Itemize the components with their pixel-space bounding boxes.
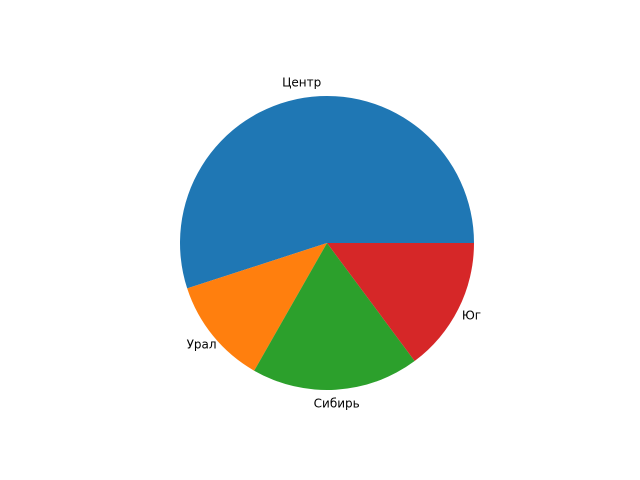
- pie-label-3: Сибирь: [313, 396, 360, 411]
- pie-slice-3[interactable]: [254, 243, 415, 390]
- pie-label-1: Центр: [282, 75, 322, 90]
- pie-slice-1[interactable]: [179, 95, 474, 289]
- pie-slice-4[interactable]: [327, 243, 474, 362]
- pie-wedge-group: [179, 95, 474, 390]
- pie-label-2: Урал: [186, 337, 217, 352]
- pie-label-4: Юг: [461, 308, 482, 323]
- pie-slice-2[interactable]: [187, 243, 327, 371]
